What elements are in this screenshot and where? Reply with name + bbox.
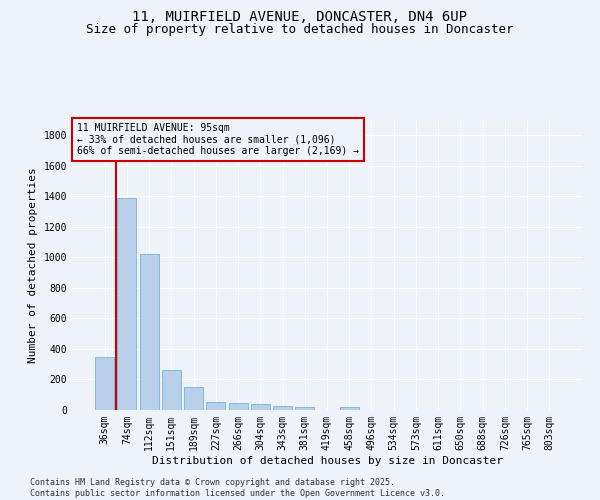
Bar (162, 370, 181, 410)
Bar (251, 404, 270, 410)
Bar (229, 402, 248, 410)
Bar (95, 356, 114, 410)
Bar (206, 402, 225, 410)
Text: Size of property relative to detached houses in Doncaster: Size of property relative to detached ho… (86, 22, 514, 36)
Text: 11 MUIRFIELD AVENUE: 95sqm
← 33% of detached houses are smaller (1,096)
66% of s: 11 MUIRFIELD AVENUE: 95sqm ← 33% of deta… (77, 123, 359, 156)
Bar (295, 408, 314, 410)
Bar (118, 198, 136, 410)
Bar (273, 406, 292, 410)
Bar (140, 254, 158, 410)
Bar (184, 387, 203, 410)
Bar (340, 407, 359, 410)
Text: 11, MUIRFIELD AVENUE, DONCASTER, DN4 6UP: 11, MUIRFIELD AVENUE, DONCASTER, DN4 6UP (133, 10, 467, 24)
Text: Contains HM Land Registry data © Crown copyright and database right 2025.
Contai: Contains HM Land Registry data © Crown c… (30, 478, 445, 498)
Y-axis label: Number of detached properties: Number of detached properties (28, 167, 38, 363)
X-axis label: Distribution of detached houses by size in Doncaster: Distribution of detached houses by size … (151, 456, 503, 466)
